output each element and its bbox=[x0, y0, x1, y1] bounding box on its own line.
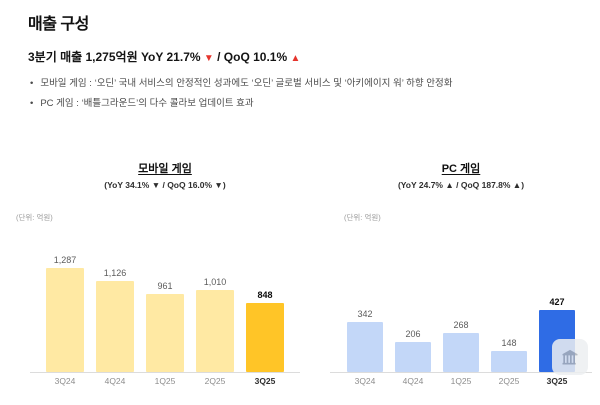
x-axis-label-3Q25: 3Q25 bbox=[254, 376, 276, 386]
x-axis-labels-mobile: 3Q24 4Q24 1Q25 2Q25 3Q25 bbox=[30, 376, 300, 386]
x-axis-label-3Q24: 3Q24 bbox=[54, 376, 76, 386]
bar-column-3Q25: 848 bbox=[246, 290, 284, 372]
unit-label: (단위: 억원) bbox=[344, 213, 381, 222]
bar-2Q25 bbox=[491, 351, 527, 372]
qoq-up-triangle-icon: ▲ bbox=[290, 53, 301, 64]
bar-column-2Q25: 148 bbox=[491, 338, 527, 372]
bar-3Q25 bbox=[246, 303, 284, 372]
headline-text-mid: / QoQ 10.1% bbox=[213, 50, 291, 64]
bar-column-3Q24: 1,287 bbox=[46, 255, 84, 372]
x-axis-label-3Q25: 3Q25 bbox=[546, 376, 568, 386]
x-axis-label-4Q24: 4Q24 bbox=[402, 376, 424, 386]
bar-1Q25 bbox=[146, 294, 184, 372]
chart-title-mobile: 모바일 게임 bbox=[138, 163, 192, 175]
mobile-game-chart: 모바일 게임 (YoY 34.1% ▼ / QoQ 16.0% ▼) (단위: … bbox=[16, 160, 300, 386]
bar-value-label: 1,126 bbox=[103, 268, 127, 278]
bar-value-label: 1,010 bbox=[203, 277, 227, 287]
bar-2Q25 bbox=[196, 290, 234, 372]
bar-value-label: 427 bbox=[549, 297, 565, 307]
bar-value-label: 961 bbox=[157, 281, 173, 291]
x-axis-label-3Q24: 3Q24 bbox=[354, 376, 376, 386]
headline-text: 3분기 매출 1,275억원 YoY 21.7% bbox=[28, 50, 204, 64]
chart-subtitle-pc: (YoY 24.7% ▲ / QoQ 187.8% ▲) bbox=[397, 180, 525, 190]
plot-area-mobile: 1,287 1,126 961 1,010 848 bbox=[30, 222, 300, 373]
chart-title-pc: PC 게임 bbox=[441, 163, 481, 175]
bar-column-4Q24: 1,126 bbox=[96, 268, 134, 372]
unit-label: (단위: 억원) bbox=[16, 213, 53, 222]
summary-headline: 3분기 매출 1,275억원 YoY 21.7% ▼ / QoQ 10.1% ▲ bbox=[28, 48, 300, 65]
watermark-logo bbox=[552, 339, 588, 375]
bullet-mobile-game: 모바일 게임 : ‘오딘’ 국내 서비스의 안정적인 성과에도 ‘오딘’ 글로벌… bbox=[30, 74, 452, 94]
building-icon bbox=[562, 349, 578, 365]
chart-subtitle-mobile: (YoY 34.1% ▼ / QoQ 16.0% ▼) bbox=[104, 180, 226, 190]
bar-3Q24 bbox=[347, 322, 383, 372]
bar-column-1Q25: 961 bbox=[146, 281, 184, 372]
x-axis-label-1Q25: 1Q25 bbox=[154, 376, 176, 386]
x-axis-label-2Q25: 2Q25 bbox=[204, 376, 226, 386]
page-title: 매출 구성 bbox=[28, 16, 89, 33]
x-axis-label-4Q24: 4Q24 bbox=[104, 376, 126, 386]
bullet-pc-game: PC 게임 : ‘배틀그라운드’의 다수 콜라보 업데이트 효과 bbox=[30, 94, 453, 114]
bar-4Q24 bbox=[96, 281, 134, 372]
bar-column-3Q24: 342 bbox=[347, 309, 383, 372]
bar-column-4Q24: 206 bbox=[395, 329, 431, 372]
bar-value-label: 268 bbox=[453, 320, 469, 330]
plot-area-pc: 342 206 268 148 427 bbox=[330, 222, 592, 373]
bar-value-label: 1,287 bbox=[53, 255, 77, 265]
bar-3Q24 bbox=[46, 268, 84, 372]
bar-value-label: 342 bbox=[357, 309, 373, 319]
yoy-down-triangle-icon: ▼ bbox=[203, 53, 214, 64]
bar-column-2Q25: 1,010 bbox=[196, 277, 234, 372]
bar-value-label: 848 bbox=[257, 290, 273, 300]
bar-value-label: 206 bbox=[405, 329, 421, 339]
bar-4Q24 bbox=[395, 342, 431, 372]
bar-column-1Q25: 268 bbox=[443, 320, 479, 372]
x-axis-label-1Q25: 1Q25 bbox=[450, 376, 472, 386]
summary-bullets: 모바일 게임 : ‘오딘’ 국내 서비스의 안정적인 성과에도 ‘오딘’ 글로벌… bbox=[30, 74, 453, 114]
bar-1Q25 bbox=[443, 333, 479, 372]
bar-value-label: 148 bbox=[501, 338, 517, 348]
x-axis-labels-pc: 3Q24 4Q24 1Q25 2Q25 3Q25 bbox=[330, 376, 592, 386]
pc-game-chart: PC 게임 (YoY 24.7% ▲ / QoQ 187.8% ▲) (단위: … bbox=[330, 160, 592, 386]
x-axis-label-2Q25: 2Q25 bbox=[498, 376, 520, 386]
